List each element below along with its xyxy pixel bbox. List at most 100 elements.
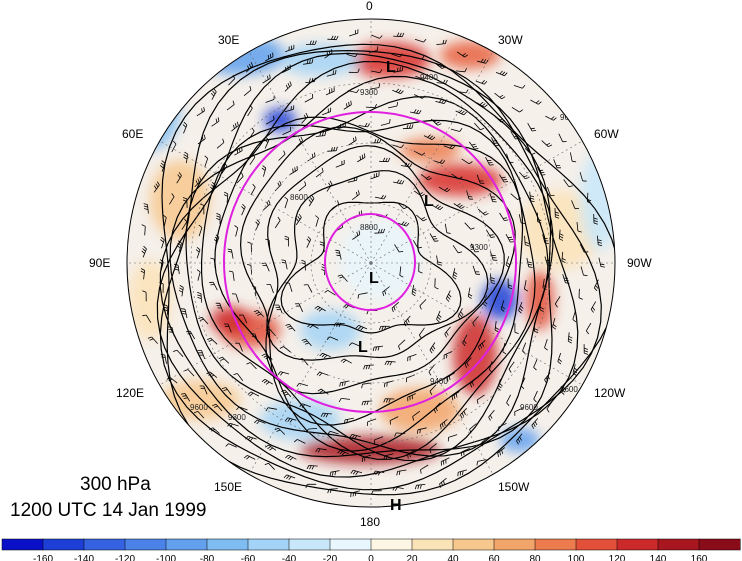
wind-barb	[169, 196, 175, 205]
wind-barb-flag	[359, 155, 361, 160]
wind-barb-flag	[357, 190, 360, 195]
wind-barb-flag	[439, 483, 442, 488]
wind-barb-flag	[306, 428, 309, 434]
colorbar-tick-label: -60	[241, 554, 256, 561]
anomaly-blob	[340, 220, 420, 300]
wind-barb	[198, 227, 203, 237]
wind-barb-flag	[421, 217, 425, 220]
wind-barb	[520, 377, 526, 387]
wind-barb-flag	[352, 470, 356, 475]
anomaly-blob	[453, 315, 497, 395]
wind-barb-flag	[336, 322, 339, 327]
wind-barb	[307, 284, 313, 293]
wind-barb	[402, 127, 412, 130]
wind-barb-flag	[574, 367, 578, 371]
wind-barb	[365, 106, 375, 109]
wind-barb-flag	[356, 231, 359, 236]
wind-barb-flag	[537, 221, 542, 224]
wind-barb-flag	[227, 423, 231, 427]
wind-barb-flag	[517, 438, 521, 443]
wind-barb-flag	[540, 306, 544, 310]
wind-barb	[142, 248, 147, 258]
wind-barb-flag	[214, 236, 219, 241]
wind-barb	[145, 314, 152, 323]
wind-barb	[470, 377, 478, 384]
wind-barb	[590, 301, 597, 310]
wind-barb-flag	[265, 381, 270, 385]
wind-barb-flag	[361, 384, 363, 389]
wind-barb-flag	[168, 378, 173, 382]
wind-barb-flag	[368, 365, 371, 370]
wind-barb	[328, 488, 338, 490]
wind-barb-flag	[519, 436, 522, 441]
wind-barb	[196, 110, 205, 117]
meridian-line	[248, 51, 372, 264]
wind-barb-flag	[247, 391, 252, 395]
wind-barb-flag	[439, 159, 443, 163]
wind-barb	[250, 187, 256, 196]
wind-barb	[228, 78, 235, 86]
wind-barb	[249, 157, 256, 165]
wind-barb-flag	[419, 429, 421, 434]
wind-barb-flag	[174, 263, 179, 266]
wind-barb-flag	[392, 486, 396, 491]
wind-barb-flag	[309, 465, 312, 470]
wind-barb-flag	[518, 310, 522, 314]
wind-barb	[499, 174, 505, 183]
wind-barb	[530, 99, 539, 105]
wind-barb-flag	[584, 350, 589, 353]
wind-barb-flag	[482, 211, 487, 214]
wind-barb-flag	[461, 412, 465, 417]
wind-barb-flag	[263, 380, 268, 384]
wind-barb	[310, 323, 319, 329]
wind-barb-flag	[253, 310, 258, 313]
colorbar-swatch	[83, 538, 126, 551]
wind-barb-flag	[307, 236, 311, 240]
wind-barb-flag	[318, 372, 323, 377]
wind-barb-flag	[306, 59, 309, 64]
wind-barb-flag	[243, 455, 248, 459]
wind-barb	[200, 293, 202, 303]
wind-barb-flag	[499, 94, 504, 98]
wind-barb	[397, 222, 407, 227]
wind-barb-flag	[568, 340, 572, 344]
wind-barb-flag	[437, 264, 442, 266]
wind-barb-flag	[338, 398, 342, 403]
wind-barb	[211, 185, 216, 194]
wind-barb	[498, 422, 507, 428]
wind-barb	[389, 416, 399, 421]
wind-barb-flag	[177, 174, 181, 178]
wind-barb-flag	[321, 167, 324, 172]
wind-barb-flag	[495, 327, 499, 330]
wind-barb-flag	[484, 213, 489, 216]
wind-barb-flag	[358, 326, 362, 330]
wind-barb-flag	[247, 241, 252, 244]
wind-barb-flag	[193, 411, 199, 414]
wind-barb-flag	[435, 204, 439, 208]
wind-barb-flag	[184, 369, 189, 372]
wind-barb	[305, 81, 315, 83]
wind-barb-flag	[281, 259, 286, 261]
wind-barb-flag	[472, 145, 477, 148]
wind-barb	[144, 226, 146, 236]
wind-barb-flag	[433, 238, 438, 240]
wind-barb	[544, 338, 548, 348]
wind-barb-flag	[276, 429, 281, 432]
wind-barb	[343, 104, 352, 110]
wind-barb-flag	[573, 370, 578, 374]
wind-barb-flag	[535, 100, 540, 104]
wind-barb-flag	[298, 213, 302, 218]
wind-barb-flag	[494, 329, 499, 333]
wind-barb-flag	[181, 310, 186, 313]
wind-barb-flag	[344, 419, 346, 424]
wind-barb	[254, 333, 259, 343]
wind-barb-flag	[249, 437, 254, 442]
wind-barb-flag	[382, 157, 386, 162]
wind-barb-flag	[183, 121, 188, 126]
wind-barb-flag	[251, 127, 255, 132]
wind-barb	[285, 48, 294, 53]
wind-barb-flag	[178, 172, 182, 176]
wind-barb	[436, 310, 441, 320]
wind-barb-flag	[353, 137, 355, 142]
wind-barb-flag	[227, 248, 232, 251]
